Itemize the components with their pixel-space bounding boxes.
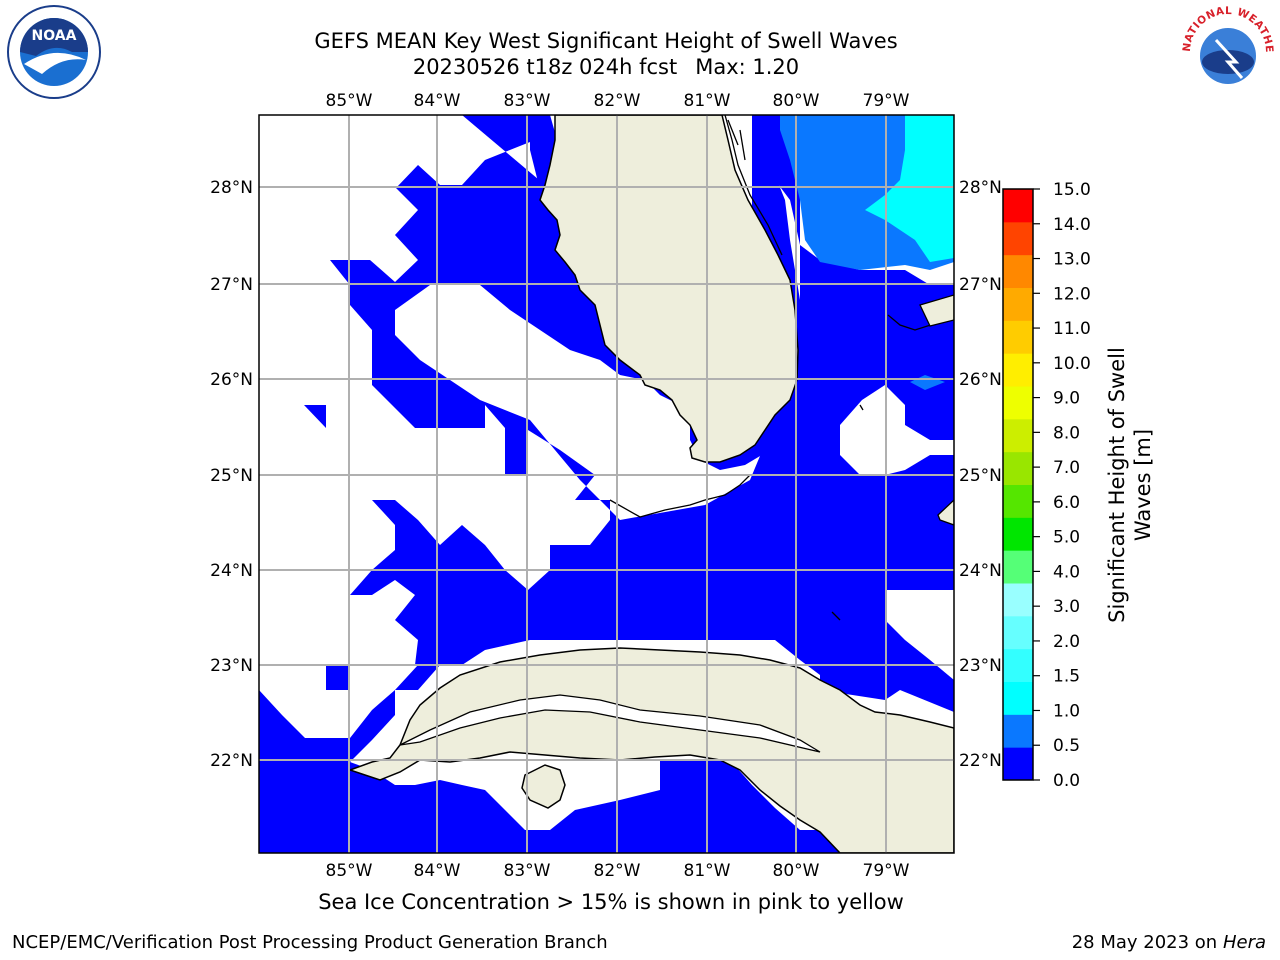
- colorbar-segment: [1003, 254, 1033, 288]
- footer-credit: NCEP/EMC/Verification Post Processing Pr…: [12, 932, 608, 953]
- lat-tick-label: 24°N: [959, 561, 1002, 581]
- run-info: 20230526 t18z 024h fcst: [412, 55, 678, 79]
- footer-date: 28 May 2023 on Hera: [1072, 932, 1266, 953]
- lon-tick-label: 81°W: [684, 861, 731, 881]
- lat-tick-label: 23°N: [210, 656, 253, 676]
- colorbar-tick-label: 14.0: [1053, 215, 1091, 235]
- colorbar-segment: [1003, 747, 1033, 781]
- swell-field-low: [330, 115, 954, 712]
- colorbar-label-line1: Significant Height of Swell: [1105, 347, 1129, 623]
- lat-labels-left: 28°N 27°N 26°N 25°N 24°N 23°N 22°N: [210, 178, 253, 771]
- colorbar-segment: [1003, 583, 1033, 617]
- noaa-logo: NOAA: [7, 5, 101, 99]
- lat-tick-label: 28°N: [959, 178, 1002, 198]
- colorbar-segment: [1003, 451, 1033, 485]
- colorbar-segment: [1003, 648, 1033, 682]
- lon-tick-label: 84°W: [414, 91, 461, 111]
- nws-logo: NATIONAL WEATHER SERVICE: [1176, 4, 1275, 98]
- lon-tick-label: 80°W: [773, 91, 820, 111]
- colorbar-segment: [1003, 615, 1033, 650]
- colorbar-tick-label: 7.0: [1053, 458, 1080, 478]
- lat-tick-label: 27°N: [210, 275, 253, 295]
- colorbar-segment: [1003, 550, 1033, 584]
- colorbar-tick-label: 12.0: [1053, 284, 1091, 304]
- colorbar-tick-label: 0.0: [1053, 771, 1080, 791]
- colorbar-tick-label: 6.0: [1053, 493, 1080, 513]
- lat-tick-label: 26°N: [959, 370, 1002, 390]
- colorbar-tick-label: 1.5: [1053, 667, 1080, 687]
- lat-tick-label: 27°N: [959, 275, 1002, 295]
- colorbar-segment: [1003, 287, 1033, 321]
- footer-date-text: 28 May 2023 on: [1071, 932, 1218, 953]
- lon-tick-label: 82°W: [594, 91, 641, 111]
- lat-tick-label: 25°N: [959, 466, 1002, 486]
- colorbar-segment: [1003, 221, 1033, 256]
- lat-tick-label: 28°N: [210, 178, 253, 198]
- lat-labels-right: 28°N 27°N 26°N 25°N 24°N 23°N 22°N: [959, 178, 1002, 771]
- colorbar-segment: [1003, 484, 1033, 518]
- lon-tick-label: 84°W: [414, 861, 461, 881]
- lat-tick-label: 22°N: [210, 751, 253, 771]
- colorbar-segment: [1003, 714, 1033, 748]
- colorbar: 0.0 0.5 1.0 1.5 2.0 3.0 4.0 5.0 6.0 7.0 8.0 9.0 10.0…: [1002, 180, 1091, 791]
- colorbar-tick-label: 11.0: [1053, 319, 1091, 339]
- colorbar-tick-label: 2.0: [1053, 632, 1080, 652]
- lon-tick-label: 81°W: [684, 91, 731, 111]
- lon-labels-top: 85°W 84°W 83°W 82°W 81°W 80°W 79°W: [326, 91, 910, 111]
- colorbar-segment: [1003, 353, 1033, 387]
- lon-tick-label: 80°W: [773, 861, 820, 881]
- colorbar-tick-label: 10.0: [1053, 354, 1091, 374]
- sea-ice-note: Sea Ice Concentration > 15% is shown in …: [318, 890, 904, 914]
- chart-subtitle: 20230526 t18z 024h fcst Max: 1.20: [256, 54, 956, 80]
- lon-tick-label: 82°W: [594, 861, 641, 881]
- swell-field-mid: [780, 115, 954, 270]
- map-frame: [258, 114, 955, 854]
- colorbar-segment: [1003, 517, 1033, 551]
- colorbar-tick-label: 8.0: [1053, 423, 1080, 443]
- footer-host: Hera: [1222, 932, 1266, 953]
- colorbar-tick-label: 9.0: [1053, 389, 1080, 409]
- colorbar-tick-label: 4.0: [1053, 562, 1080, 582]
- colorbar-segment: [1003, 320, 1033, 354]
- land-florida: [539, 115, 799, 463]
- swell-field-high: [865, 115, 954, 262]
- lon-tick-label: 79°W: [863, 91, 910, 111]
- lon-labels-bottom: 85°W 84°W 83°W 82°W 81°W 80°W 79°W: [326, 861, 910, 881]
- lat-tick-label: 24°N: [210, 561, 253, 581]
- lon-tick-label: 83°W: [504, 861, 551, 881]
- colorbar-frame: [1002, 188, 1034, 781]
- colorbar-tick-label: 0.5: [1053, 736, 1080, 756]
- map-area: [259, 115, 954, 853]
- map-grid: [259, 115, 954, 853]
- lat-tick-label: 25°N: [210, 466, 253, 486]
- noaa-logo-text: NOAA: [32, 28, 77, 44]
- lon-tick-label: 79°W: [863, 861, 910, 881]
- lat-tick-label: 23°N: [959, 656, 1002, 676]
- chart-title: GEFS MEAN Key West Significant Height of…: [314, 29, 898, 53]
- lon-tick-label: 83°W: [504, 91, 551, 111]
- colorbar-tick-label: 1.0: [1053, 701, 1080, 721]
- colorbar-tick-label: 13.0: [1053, 250, 1091, 270]
- lat-tick-label: 26°N: [210, 370, 253, 390]
- lat-tick-label: 22°N: [959, 751, 1002, 771]
- colorbar-tick-label: 5.0: [1053, 528, 1080, 548]
- colorbar-tick-label: 3.0: [1053, 597, 1080, 617]
- colorbar-label-line2: Waves [m]: [1131, 429, 1155, 541]
- colorbar-segment: [1003, 681, 1033, 715]
- land-cuba: [347, 647, 954, 853]
- lon-tick-label: 85°W: [326, 861, 373, 881]
- colorbar-segment: [1003, 189, 1033, 223]
- colorbar-segment: [1003, 386, 1033, 420]
- colorbar-segment: [1003, 418, 1033, 453]
- colorbar-tick-label: 15.0: [1053, 180, 1091, 200]
- lon-tick-label: 85°W: [326, 91, 373, 111]
- max-value: Max: 1.20: [695, 55, 800, 79]
